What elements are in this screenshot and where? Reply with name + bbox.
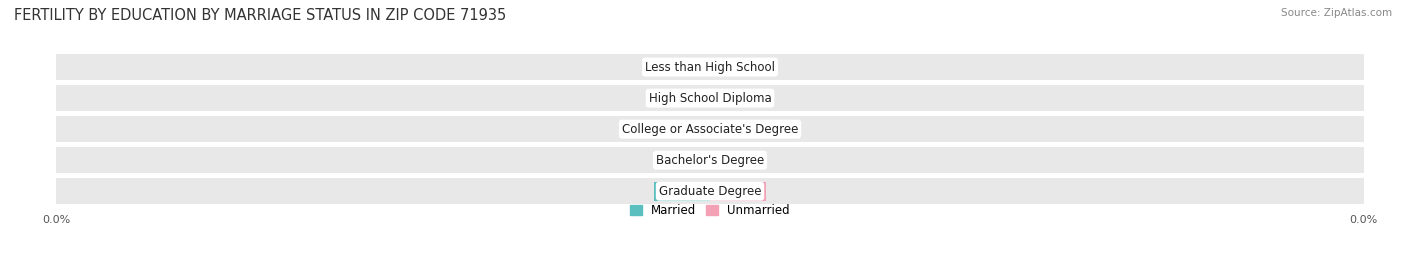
Text: High School Diploma: High School Diploma: [648, 91, 772, 105]
Text: 0.0%: 0.0%: [666, 93, 697, 103]
Text: 0.0%: 0.0%: [666, 186, 697, 196]
Text: College or Associate's Degree: College or Associate's Degree: [621, 123, 799, 136]
Bar: [710, 120, 766, 139]
Text: 0.0%: 0.0%: [723, 62, 754, 72]
Bar: [56, 54, 1364, 80]
Text: 0.0%: 0.0%: [666, 124, 697, 134]
Bar: [56, 178, 1364, 204]
Bar: [654, 151, 710, 169]
Text: 0.0%: 0.0%: [666, 155, 697, 165]
Bar: [654, 89, 710, 107]
Text: 0.0%: 0.0%: [723, 186, 754, 196]
Text: 0.0%: 0.0%: [723, 93, 754, 103]
Bar: [56, 147, 1364, 173]
Bar: [56, 85, 1364, 111]
Text: Bachelor's Degree: Bachelor's Degree: [657, 154, 763, 167]
Text: Source: ZipAtlas.com: Source: ZipAtlas.com: [1281, 8, 1392, 18]
Bar: [56, 116, 1364, 142]
Text: Graduate Degree: Graduate Degree: [659, 185, 761, 198]
Bar: [710, 182, 766, 200]
Text: 0.0%: 0.0%: [723, 124, 754, 134]
Legend: Married, Unmarried: Married, Unmarried: [630, 204, 790, 217]
Text: 0.0%: 0.0%: [666, 62, 697, 72]
Bar: [654, 182, 710, 200]
Text: FERTILITY BY EDUCATION BY MARRIAGE STATUS IN ZIP CODE 71935: FERTILITY BY EDUCATION BY MARRIAGE STATU…: [14, 8, 506, 23]
Text: Less than High School: Less than High School: [645, 61, 775, 73]
Bar: [654, 120, 710, 139]
Bar: [710, 58, 766, 76]
Bar: [710, 89, 766, 107]
Text: 0.0%: 0.0%: [723, 155, 754, 165]
Bar: [710, 151, 766, 169]
Bar: [654, 58, 710, 76]
